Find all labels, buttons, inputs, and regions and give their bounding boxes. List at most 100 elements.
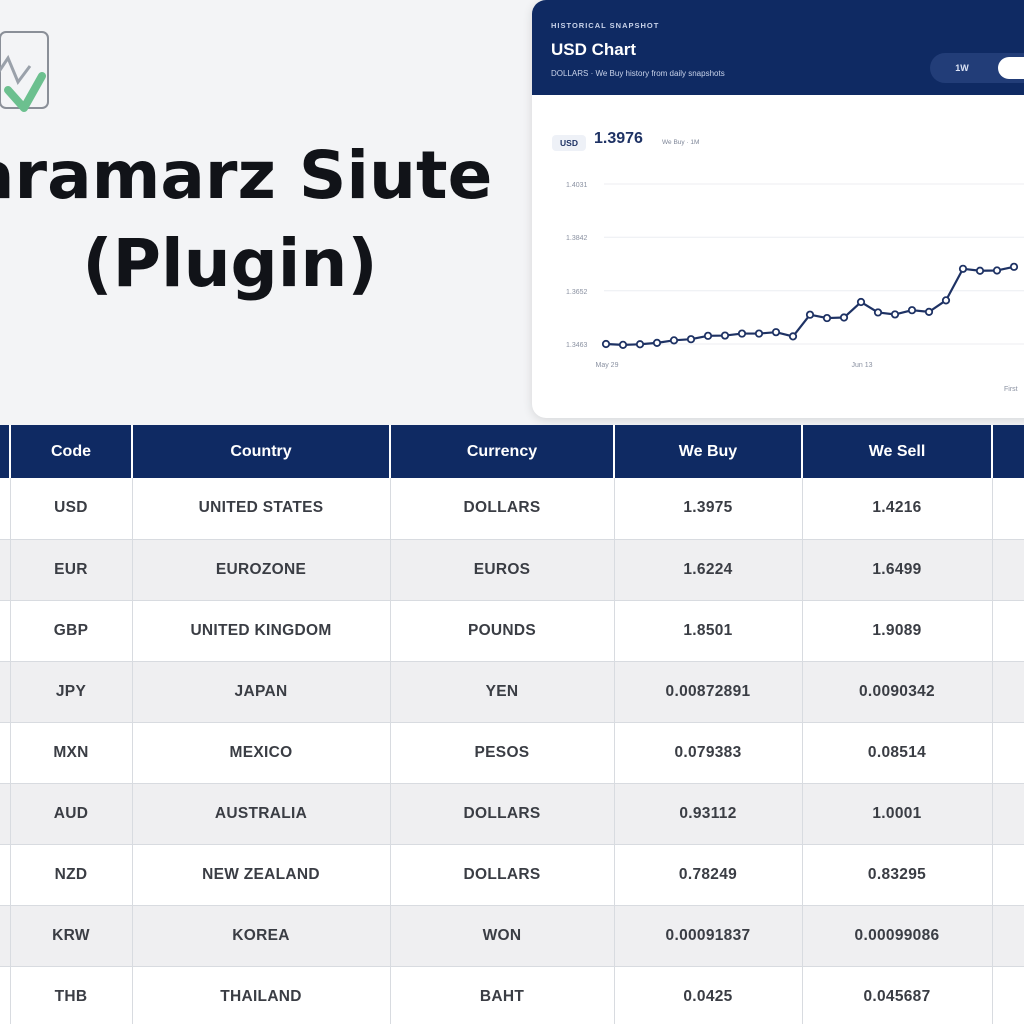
cell-we-buy: 0.079383 xyxy=(614,722,803,784)
cell-blank xyxy=(0,844,11,906)
cell-code: THB xyxy=(10,966,133,1024)
y-tick-label: 1.3842 xyxy=(566,235,588,242)
header-cell-extra xyxy=(992,425,1024,478)
cell-country: MEXICO xyxy=(132,722,391,784)
table-row[interactable]: JPY JAPAN YEN 0.00872891 0.0090342 xyxy=(0,661,1024,723)
data-point xyxy=(975,266,985,275)
data-point xyxy=(941,296,951,305)
y-tick-label: 1.4031 xyxy=(566,182,588,189)
data-point xyxy=(635,340,645,349)
cell-code: MXN xyxy=(10,722,133,784)
cell-blank xyxy=(0,478,11,540)
cell-blank xyxy=(0,783,11,845)
cell-country: THAILAND xyxy=(132,966,391,1024)
cell-currency: DOLLARS xyxy=(390,478,615,540)
cell-we-sell: 0.045687 xyxy=(802,966,993,1024)
header-code[interactable]: Code xyxy=(10,425,133,478)
data-point xyxy=(890,310,900,319)
data-point xyxy=(873,308,883,317)
cell-country: JAPAN xyxy=(132,661,391,723)
table-row[interactable]: NZD NEW ZEALAND DOLLARS 0.78249 0.83295 xyxy=(0,844,1024,906)
price-note: We Buy · 1M xyxy=(662,139,700,146)
cell-code: KRW xyxy=(10,905,133,967)
x-tick-label: May 29 xyxy=(596,362,619,369)
cell-blank xyxy=(0,966,11,1024)
table-row[interactable]: MXN MEXICO PESOS 0.079383 0.08514 xyxy=(0,722,1024,784)
x-tick-label: Jun 13 xyxy=(851,362,872,369)
data-point xyxy=(907,306,917,315)
y-tick-label: 1.3652 xyxy=(566,289,588,296)
data-point xyxy=(669,336,679,345)
cell-country: UNITED KINGDOM xyxy=(132,600,391,662)
cell-we-sell: 0.0090342 xyxy=(802,661,993,723)
data-point xyxy=(924,307,934,316)
header-country[interactable]: Country xyxy=(132,425,391,478)
data-point xyxy=(754,329,764,338)
cell-we-buy: 0.93112 xyxy=(614,783,803,845)
series-line xyxy=(605,265,1015,346)
cell-we-buy: 0.00872891 xyxy=(614,661,803,723)
cell-we-sell: 1.0001 xyxy=(802,783,993,845)
data-point xyxy=(703,331,713,340)
cell-currency: BAHT xyxy=(390,966,615,1024)
cell-code: AUD xyxy=(10,783,133,845)
cell-we-buy: 0.00091837 xyxy=(614,905,803,967)
chart-card-header: HISTORICAL SNAPSHOT USD Chart DOLLARS · … xyxy=(532,0,1024,95)
cell-code: GBP xyxy=(10,600,133,662)
cell-currency: EUROS xyxy=(390,539,615,601)
data-point xyxy=(652,338,662,347)
cell-extra xyxy=(992,783,1024,845)
cell-extra xyxy=(992,722,1024,784)
data-point xyxy=(822,313,832,323)
range-1w-button[interactable]: 1W xyxy=(955,63,969,73)
header-currency[interactable]: Currency xyxy=(390,425,615,478)
cell-currency: PESOS xyxy=(390,722,615,784)
data-point xyxy=(992,266,1002,275)
cell-we-sell: 0.08514 xyxy=(802,722,993,784)
data-point xyxy=(771,328,781,337)
table-row[interactable]: AUD AUSTRALIA DOLLARS 0.93112 1.0001 xyxy=(0,783,1024,845)
cell-we-sell: 1.9089 xyxy=(802,600,993,662)
chart-eyebrow: HISTORICAL SNAPSHOT xyxy=(551,21,660,30)
y-tick-label: 1.3463 xyxy=(566,342,588,349)
cell-we-buy: 1.6224 xyxy=(614,539,803,601)
cell-blank xyxy=(0,539,11,601)
cell-currency: YEN xyxy=(390,661,615,723)
table-header-row: Code Country Currency We Buy We Sell xyxy=(0,425,1024,478)
page-title-line-1: aramarz Siute xyxy=(0,137,493,214)
cell-we-sell: 1.4216 xyxy=(802,478,993,540)
rates-table: Code Country Currency We Buy We Sell USD… xyxy=(0,425,1024,1024)
currency-tag: USD xyxy=(552,135,586,151)
cell-blank xyxy=(0,600,11,662)
cell-blank xyxy=(0,661,11,723)
range-toggle: 1W 1 xyxy=(930,53,1024,83)
cell-we-buy: 1.8501 xyxy=(614,600,803,662)
cell-we-sell: 0.83295 xyxy=(802,844,993,906)
table-row[interactable]: USD UNITED STATES DOLLARS 1.3975 1.4216 xyxy=(0,478,1024,540)
table-row[interactable]: GBP UNITED KINGDOM POUNDS 1.8501 1.9089 xyxy=(0,600,1024,662)
cell-extra xyxy=(992,661,1024,723)
cell-we-sell: 1.6499 xyxy=(802,539,993,601)
table-row[interactable]: KRW KOREA WON 0.00091837 0.00099086 xyxy=(0,905,1024,967)
range-active-button[interactable]: 1 xyxy=(998,57,1024,79)
data-point xyxy=(788,332,798,341)
data-point xyxy=(686,335,696,344)
chart-subtitle: DOLLARS · We Buy history from daily snap… xyxy=(551,69,725,78)
cell-extra xyxy=(992,478,1024,540)
header-we-buy[interactable]: We Buy xyxy=(614,425,803,478)
table-row[interactable]: EUR EUROZONE EUROS 1.6224 1.6499 xyxy=(0,539,1024,601)
cell-code: USD xyxy=(10,478,133,540)
cell-code: EUR xyxy=(10,539,133,601)
page-title: aramarz Siute (Plugin) xyxy=(0,132,493,308)
data-point xyxy=(618,340,628,349)
trend-logo-icon xyxy=(0,31,49,112)
chart-title: USD Chart xyxy=(551,40,637,59)
cell-extra xyxy=(992,966,1024,1024)
cell-country: KOREA xyxy=(132,905,391,967)
table-row[interactable]: THB THAILAND BAHT 0.0425 0.045687 xyxy=(0,966,1024,1024)
page-title-line-2: (Plugin) xyxy=(82,225,378,302)
cell-country: AUSTRALIA xyxy=(132,783,391,845)
hero-section: aramarz Siute (Plugin) HISTORICAL SNAPSH… xyxy=(0,0,1024,425)
header-we-sell[interactable]: We Sell xyxy=(802,425,993,478)
cell-extra xyxy=(992,844,1024,906)
